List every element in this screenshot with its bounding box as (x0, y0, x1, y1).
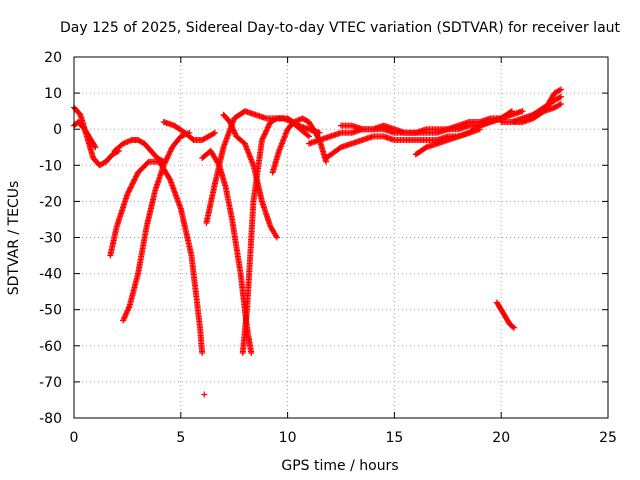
data-point (125, 188, 132, 195)
data-point (166, 175, 173, 182)
data-point (263, 127, 270, 134)
data-point (92, 144, 99, 151)
data-point (127, 184, 134, 191)
data-point (264, 124, 271, 131)
y-tick-label: -80 (39, 411, 62, 427)
data-point (128, 183, 135, 190)
data-point (476, 126, 483, 133)
chart-title: Day 125 of 2025, Sidereal Day-to-day VTE… (60, 20, 621, 36)
x-tick-label: 20 (492, 430, 510, 446)
data-point (305, 133, 312, 140)
data-point (273, 234, 280, 241)
data-point (556, 94, 563, 101)
data-point (266, 121, 273, 128)
series-arc-6 (160, 118, 218, 144)
data-point (127, 185, 134, 192)
data-point (189, 135, 196, 142)
y-tick-label: -40 (39, 267, 62, 283)
x-tick-label: 15 (385, 430, 403, 446)
data-point (130, 178, 137, 185)
x-tick-label: 0 (70, 430, 79, 446)
data-point (556, 101, 563, 108)
series-arc-19 (493, 299, 518, 331)
y-tick-label: -30 (39, 231, 62, 247)
series-arc-18 (530, 100, 565, 118)
data-point (273, 233, 280, 240)
data-point (260, 132, 267, 139)
data-point (133, 172, 140, 179)
series-arc-15 (412, 126, 483, 158)
x-tick-label: 25 (599, 430, 617, 446)
y-tick-label: -50 (39, 303, 62, 319)
x-axis-title: GPS time / hours (281, 458, 398, 474)
data-point (199, 350, 206, 357)
data-point (131, 176, 138, 183)
data-point (211, 129, 218, 136)
data-point (165, 151, 172, 158)
data-point (159, 157, 166, 164)
grid (74, 57, 608, 418)
data-point (556, 87, 563, 94)
data-point (248, 350, 255, 357)
data-point (126, 187, 133, 194)
data-point (160, 158, 167, 165)
series-arc-1 (71, 104, 122, 169)
data-point (201, 391, 208, 398)
y-tick-label: 20 (44, 50, 62, 66)
data-point (124, 191, 131, 198)
data-point (509, 323, 516, 330)
y-tick-label: 0 (53, 122, 62, 138)
data-point (131, 177, 138, 184)
x-tick-label: 5 (176, 430, 185, 446)
data-point (165, 152, 172, 159)
series-arc-10 (220, 111, 280, 241)
data-point (91, 143, 98, 150)
data-point (304, 132, 311, 139)
data-point (262, 128, 269, 135)
data-point (132, 174, 139, 181)
data-point (264, 125, 271, 132)
data-point (164, 153, 171, 160)
data-point (265, 123, 272, 130)
data-point (129, 181, 136, 188)
y-tick-label: -10 (39, 158, 62, 174)
data-point (558, 93, 565, 100)
series-arc-11 (269, 115, 330, 176)
data-point (166, 149, 173, 156)
data-point (215, 160, 222, 167)
series-outlier (201, 391, 208, 398)
x-tick-label: 10 (279, 430, 297, 446)
series-arc-14 (338, 108, 526, 136)
data-point (261, 131, 268, 138)
data-point (558, 100, 565, 107)
y-tick-label: -60 (39, 339, 62, 355)
y-tick-label: -20 (39, 194, 62, 210)
data-point (511, 324, 518, 331)
data-point (163, 155, 170, 162)
data-point (167, 147, 174, 154)
data-point (262, 130, 269, 137)
y-axis-title: SDTVAR / TECUs (6, 181, 22, 296)
data-point (558, 86, 565, 93)
data-point (133, 173, 140, 180)
axis-tick-labels: 0 5 10 15 20 25 20 10 0 -10 -20 -30 -40 -50 -60 -70 -80 (39, 50, 617, 446)
data-point (167, 148, 174, 155)
series-arc-4 (120, 129, 193, 324)
data-series (71, 86, 565, 398)
plot-frame (73, 56, 609, 419)
series-arc-2 (71, 118, 99, 151)
data-point (125, 189, 132, 196)
series-arc-5 (111, 137, 167, 165)
series-arc-3 (107, 158, 206, 357)
data-point (260, 134, 267, 141)
y-tick-label: -70 (39, 375, 62, 391)
y-tick-label: 10 (44, 86, 62, 102)
data-point (259, 135, 266, 142)
data-point (210, 130, 217, 137)
data-point (519, 108, 526, 115)
data-point (258, 137, 265, 144)
data-point (129, 180, 136, 187)
